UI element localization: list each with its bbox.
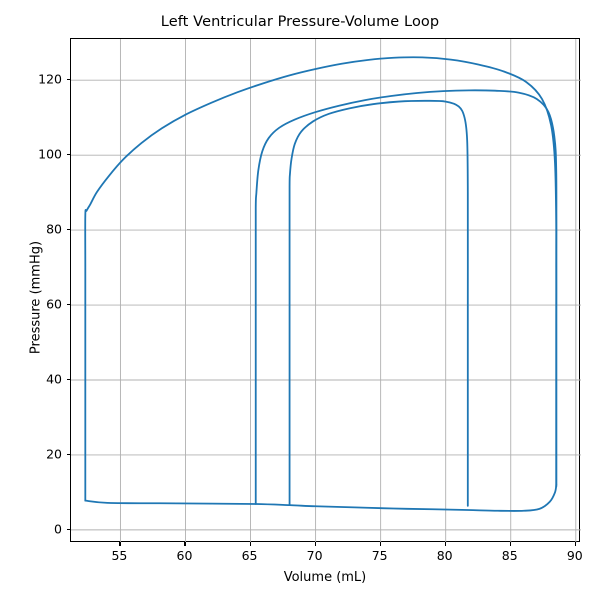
x-axis-tick-marks	[70, 542, 582, 550]
x-tick-label: 55	[111, 548, 128, 563]
plot-canvas	[71, 39, 581, 543]
y-tick-label: 40	[46, 371, 62, 387]
x-tick-mark	[444, 542, 446, 546]
x-tick-label: 65	[241, 548, 258, 563]
x-tick-mark	[314, 542, 316, 546]
x-axis-tick-labels: 55 60 65 70 75 80 85 90	[70, 548, 583, 568]
y-tick-mark	[66, 154, 70, 156]
pv-loop-beat-2	[254, 89, 558, 505]
y-tick-mark	[66, 378, 70, 381]
y-tick-mark	[66, 453, 70, 456]
y-axis-label: Pressure (mmHg)	[28, 240, 44, 355]
x-tick-label: 60	[176, 548, 193, 563]
diastolic-filling-beat-1	[84, 484, 558, 512]
x-tick-mark	[249, 542, 251, 546]
plot-area	[70, 38, 581, 543]
x-axis-label: Volume (mL)	[283, 570, 367, 585]
y-axis-tick-marks	[0, 38, 70, 542]
x-tick-label: 75	[371, 548, 388, 563]
x-tick-mark	[119, 542, 121, 546]
x-tick-mark	[184, 542, 186, 546]
y-tick-label: 80	[46, 221, 62, 237]
x-tick-label: 85	[501, 548, 518, 563]
y-tick-label: 20	[46, 446, 62, 462]
x-tick-mark	[379, 542, 381, 546]
data-series-group	[84, 56, 558, 512]
pv-loop-beat-3	[288, 99, 469, 507]
x-tick-mark	[509, 542, 511, 546]
y-tick-label: 60	[46, 296, 62, 312]
y-tick-label: 100	[38, 146, 62, 162]
page-title: Left Ventricular Pressure-Volume Loop	[160, 14, 440, 30]
x-tick-label: 90	[566, 548, 583, 563]
y-tick-mark	[66, 229, 70, 231]
y-tick-mark	[66, 528, 70, 530]
y-axis-tick-labels: 0 20 40 60 80 100 120	[0, 38, 62, 542]
x-tick-label: 80	[436, 548, 453, 563]
pv-loop-beat-1	[84, 56, 558, 502]
y-tick-mark	[66, 79, 70, 81]
gridlines	[71, 39, 581, 543]
y-tick-label: 120	[38, 71, 62, 87]
x-tick-mark	[574, 542, 576, 546]
y-tick-mark	[66, 304, 70, 306]
y-tick-label: 0	[54, 521, 62, 537]
x-tick-label: 70	[306, 548, 323, 563]
